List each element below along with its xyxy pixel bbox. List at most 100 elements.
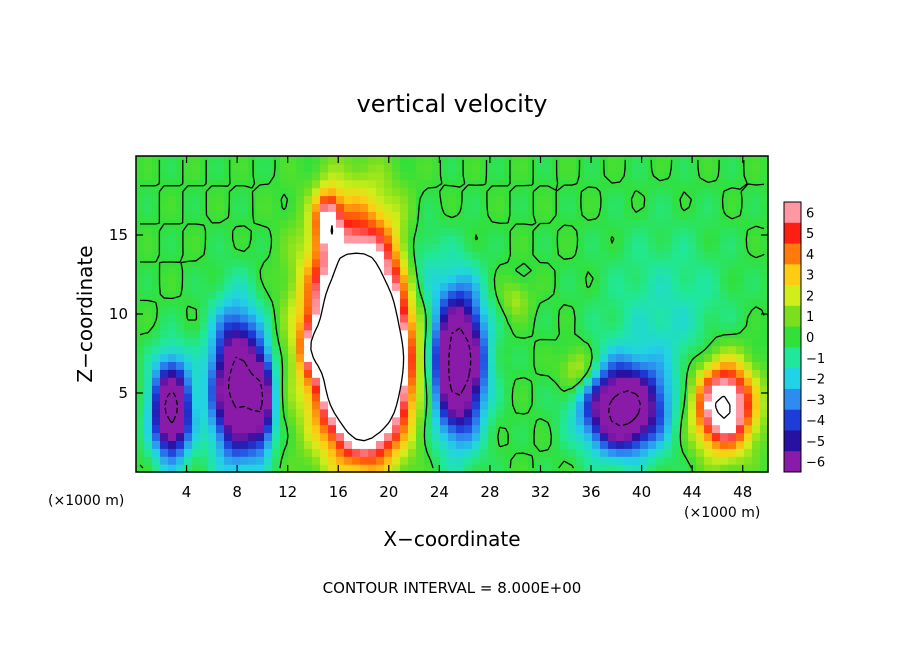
heatmap-cell (592, 306, 601, 315)
heatmap-cell (160, 187, 169, 197)
heatmap-cell (376, 187, 385, 197)
heatmap-cell (456, 242, 465, 252)
heatmap-cell (152, 377, 161, 386)
heatmap-cell (136, 448, 145, 457)
heatmap-cell (744, 400, 753, 410)
heatmap-cell (376, 385, 385, 394)
heatmap-cell (568, 211, 577, 220)
heatmap-cell (280, 242, 289, 252)
heatmap-cell (304, 385, 313, 394)
heatmap-cell (296, 235, 305, 244)
heatmap-cell (400, 314, 409, 323)
heatmap-cell (480, 266, 489, 276)
heatmap-cell (456, 408, 465, 418)
heatmap-cell (464, 274, 473, 283)
heatmap-cell (216, 314, 225, 323)
heatmap-cell (296, 400, 305, 410)
heatmap-cell (392, 385, 401, 394)
heatmap-cell (712, 156, 721, 165)
heatmap-cell (496, 274, 505, 283)
heatmap-cell (736, 203, 745, 212)
heatmap-cell (528, 187, 537, 197)
heatmap-cell (656, 337, 665, 347)
heatmap-cell (688, 432, 697, 441)
heatmap-cell (760, 353, 769, 362)
heatmap-cell (136, 400, 145, 410)
heatmap-cell (512, 179, 521, 189)
heatmap-cell (632, 163, 641, 173)
heatmap-cell (648, 456, 657, 465)
heatmap-cell (248, 424, 257, 434)
heatmap-cell (728, 290, 737, 299)
heatmap-cell (240, 385, 249, 394)
heatmap-cell (288, 353, 297, 362)
heatmap-cell (712, 321, 721, 331)
heatmap-cell (680, 337, 689, 347)
heatmap-cell (736, 250, 745, 260)
heatmap-cells (136, 156, 769, 473)
heatmap-cell (528, 163, 537, 173)
heatmap-cell (568, 163, 577, 173)
heatmap-cell (240, 219, 249, 228)
x-axis-ticks: 4 8 12 16 20 24 28 32 36 40 44 48 (182, 156, 752, 501)
heatmap-cell (536, 361, 545, 370)
heatmap-cell (136, 456, 145, 465)
heatmap-cell (720, 282, 729, 291)
heatmap-cell (208, 424, 217, 434)
heatmap-cell (272, 345, 281, 355)
heatmap-cell (240, 156, 249, 165)
heatmap-cell (336, 321, 345, 331)
heatmap-cell (456, 156, 465, 165)
heatmap-cell (488, 195, 497, 204)
heatmap-cell (376, 219, 385, 228)
heatmap-cell (624, 290, 633, 299)
heatmap-cell (304, 400, 313, 410)
heatmap-cell (336, 187, 345, 197)
heatmap-cell (496, 163, 505, 173)
heatmap-cell (272, 448, 281, 457)
heatmap-cell (704, 408, 713, 418)
heatmap-cell (416, 329, 425, 339)
heatmap-cell (416, 250, 425, 260)
heatmap-cell (624, 337, 633, 347)
heatmap-cell (352, 377, 361, 386)
heatmap-cell (720, 203, 729, 212)
heatmap-cell (400, 385, 409, 394)
heatmap-cell (656, 369, 665, 378)
heatmap-cell (640, 179, 649, 189)
heatmap-cell (616, 227, 625, 236)
heatmap-cell (360, 400, 369, 410)
heatmap-cell (256, 424, 265, 434)
heatmap-cell (720, 163, 729, 173)
heatmap-cell (384, 456, 393, 465)
heatmap-cell (136, 179, 145, 189)
heatmap-cell (176, 195, 185, 204)
heatmap-cell (392, 290, 401, 299)
heatmap-cell (432, 219, 441, 228)
heatmap-cell (208, 321, 217, 331)
heatmap-cell (488, 353, 497, 362)
heatmap-cell (368, 440, 377, 449)
heatmap-cell (368, 171, 377, 181)
heatmap-cell (544, 282, 553, 291)
heatmap-cell (144, 242, 153, 252)
heatmap-cell (392, 219, 401, 228)
heatmap-cell (576, 250, 585, 260)
heatmap-cell (488, 314, 497, 323)
heatmap-cell (744, 219, 753, 228)
heatmap-cell (392, 448, 401, 457)
heatmap-cell (616, 187, 625, 197)
heatmap-cell (448, 416, 457, 426)
heatmap-cell (744, 203, 753, 212)
heatmap-cell (280, 337, 289, 347)
heatmap-cell (256, 329, 265, 339)
heatmap-cell (560, 400, 569, 410)
heatmap-cell (216, 211, 225, 220)
heatmap-cell (720, 329, 729, 339)
heatmap-cell (456, 179, 465, 189)
heatmap-cell (408, 400, 417, 410)
heatmap-cell (680, 353, 689, 362)
heatmap-cell (608, 385, 617, 394)
heatmap-cell (608, 242, 617, 252)
heatmap-cell (488, 203, 497, 212)
